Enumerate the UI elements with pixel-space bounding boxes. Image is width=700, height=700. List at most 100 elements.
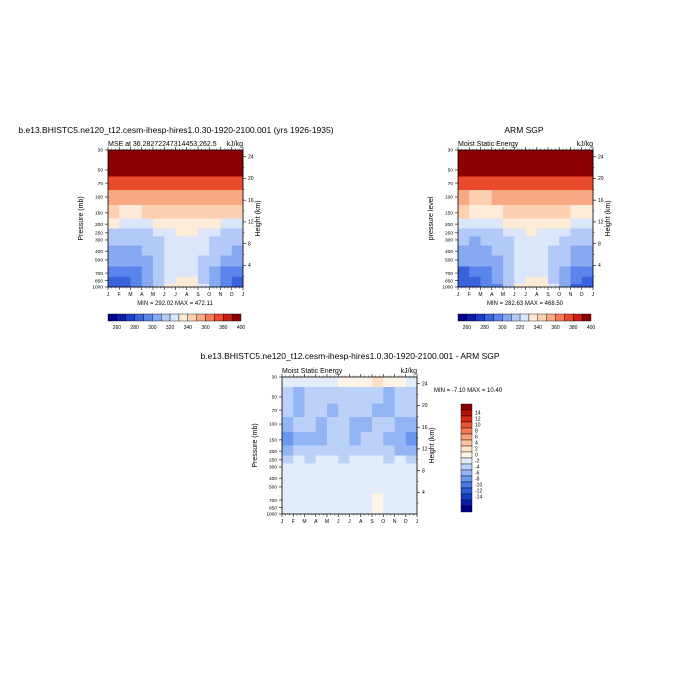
field-cell	[108, 190, 120, 206]
x-tick-label: A	[314, 519, 318, 525]
y-tick-label: 150	[269, 438, 277, 444]
field-cell	[119, 283, 131, 288]
field-cell	[282, 510, 294, 515]
field-cell	[186, 276, 199, 285]
field-cell	[458, 283, 470, 288]
field-cell	[548, 218, 560, 229]
field-cell	[141, 236, 154, 246]
field-cell	[293, 510, 305, 515]
field-cell	[141, 190, 154, 206]
field-cell	[108, 283, 120, 288]
field-cell	[383, 472, 395, 483]
x-tick-label: J	[107, 292, 110, 298]
field-cell	[491, 255, 504, 267]
x-tick-label: N	[569, 292, 573, 298]
field-cell	[480, 150, 493, 161]
field-cell	[480, 283, 493, 288]
field-cell	[186, 218, 199, 229]
field-cell	[315, 386, 328, 404]
field-cell	[186, 266, 199, 278]
field-cell	[525, 190, 538, 206]
field-cell	[108, 218, 120, 229]
colorbar-swatch	[581, 313, 592, 322]
field-cell	[304, 377, 317, 388]
field-cell	[570, 159, 583, 177]
colorbar-swatch	[460, 505, 473, 513]
field-cell	[349, 493, 362, 505]
x-tick-label: M	[501, 292, 505, 298]
field-cell	[559, 255, 571, 267]
field-cell	[304, 431, 317, 446]
colorbar-swatch	[187, 313, 197, 322]
field-cell	[514, 283, 526, 288]
field-cell	[458, 204, 470, 219]
colorbar-label: -2	[475, 459, 480, 465]
x-tick-label: J	[457, 292, 460, 298]
field-cell	[141, 266, 154, 278]
field-cell	[315, 510, 328, 515]
field-cell	[360, 455, 373, 464]
field-cell	[514, 176, 526, 191]
y-tick-label: 70	[272, 408, 278, 414]
field-cell	[220, 255, 233, 267]
field-cell	[119, 276, 131, 285]
field-cell	[548, 283, 560, 288]
y-tick-label: 1000	[442, 285, 453, 291]
colorbar-label: -14	[475, 495, 482, 501]
field-cell	[372, 386, 384, 404]
field-cell	[338, 493, 350, 505]
colorbar-swatch	[537, 313, 547, 322]
field-cell	[141, 228, 154, 237]
y-tick-label: 250	[95, 231, 103, 237]
colorbar-swatch	[460, 481, 473, 489]
y-tick-label: 50	[448, 168, 454, 174]
y-tick-label: 850	[445, 278, 453, 284]
field-cell	[130, 228, 143, 237]
field-cell	[491, 245, 504, 256]
field-cell	[480, 266, 493, 278]
field-cell	[198, 266, 210, 278]
x-tick-label: S	[546, 292, 550, 298]
field-cell	[108, 204, 120, 219]
field-cell	[282, 445, 294, 456]
x-tick-label: O	[557, 292, 561, 298]
colorbar-swatch	[460, 457, 473, 465]
x-tick-label: F	[118, 292, 121, 298]
field-cell	[581, 283, 594, 288]
field-cell	[186, 228, 199, 237]
field-cell	[220, 266, 233, 278]
field-cell	[349, 482, 362, 494]
field-cell	[491, 218, 504, 229]
colorbar-swatch	[502, 313, 512, 322]
field-cell	[570, 176, 583, 191]
field-cell	[360, 445, 373, 456]
colorbar-label: 260	[113, 325, 122, 331]
colorbar-label: 6	[475, 435, 478, 441]
field-cell	[209, 228, 221, 237]
x-tick-label: A	[535, 292, 539, 298]
field-cell	[327, 445, 339, 456]
colorbar-label: 320	[166, 325, 175, 331]
field-cell	[175, 255, 188, 267]
field-cell	[153, 190, 165, 206]
field-cell	[536, 283, 549, 288]
field-cell	[108, 245, 120, 256]
field-cell	[209, 283, 221, 288]
field-cell	[480, 276, 493, 285]
colorbar-swatch	[460, 451, 473, 459]
colorbar-swatch	[460, 433, 473, 441]
field-cell	[338, 510, 350, 515]
field-cell	[153, 276, 165, 285]
field-cell	[293, 445, 305, 456]
panel1-minmax: MIN = 292.02 MAX = 472.11	[137, 301, 213, 307]
field-cell	[394, 403, 407, 418]
y-tick-label: 1000	[266, 512, 277, 518]
field-cell	[360, 463, 373, 473]
field-cell	[293, 493, 305, 505]
y-right-tick-label: 4	[422, 490, 425, 496]
field-cell	[198, 245, 210, 256]
field-cell	[175, 245, 188, 256]
field-cell	[164, 283, 176, 288]
field-cell	[108, 276, 120, 285]
field-cell	[503, 190, 515, 206]
